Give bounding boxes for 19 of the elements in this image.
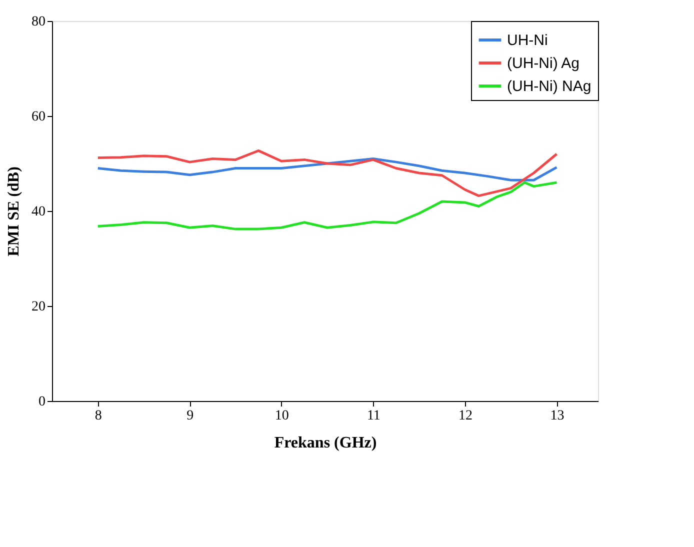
- y-tick-label: 80: [32, 14, 46, 30]
- x-tick-label: 11: [366, 408, 380, 424]
- x-tick-label: 12: [458, 408, 472, 424]
- x-tick-label: 8: [94, 408, 102, 424]
- x-tick-label: 13: [550, 408, 564, 424]
- y-tick-label: 60: [32, 110, 46, 124]
- y-tick-label: 40: [32, 204, 46, 220]
- legend-label: (UH-Ni) NAg: [507, 78, 592, 95]
- line-series: [96, 158, 558, 182]
- line-series: [96, 181, 558, 230]
- y-axis-title: EMI SE (dB): [6, 166, 22, 256]
- x-tick-label: 9: [186, 408, 194, 424]
- line-series: [96, 149, 558, 198]
- x-tick-label: 10: [274, 408, 289, 424]
- x-axis-title: Frekans (GHz): [274, 434, 377, 452]
- legend-label: UH-Ni: [507, 32, 548, 49]
- y-tick-label: 20: [32, 300, 46, 314]
- legend-label: (UH-Ni) Ag: [507, 55, 580, 72]
- y-tick-label: 0: [38, 394, 46, 410]
